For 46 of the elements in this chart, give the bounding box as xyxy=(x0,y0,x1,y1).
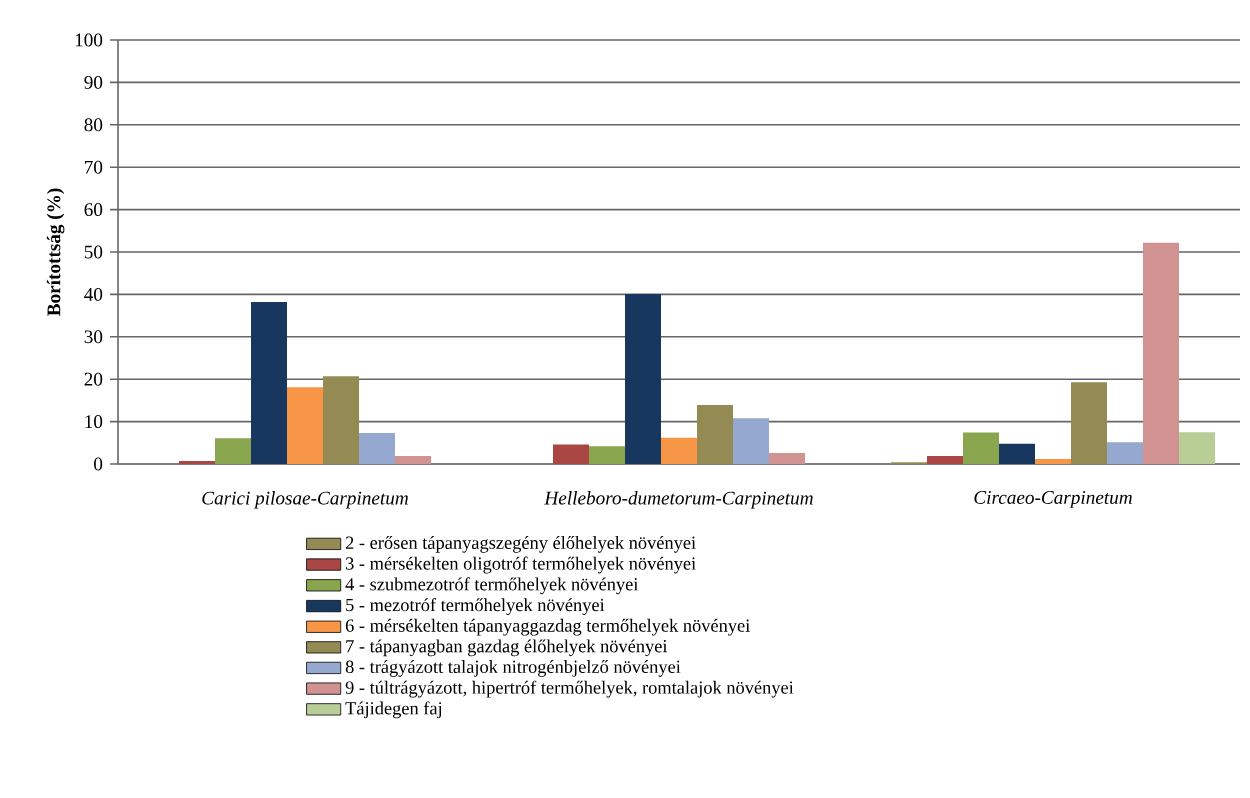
legend-label: 5 - mezotróf termőhelyek növényei xyxy=(346,598,605,616)
y-axis-title: Borítottság (%) xyxy=(46,188,65,316)
y-tick-label: 90 xyxy=(84,75,103,89)
y-tick-label: 50 xyxy=(84,245,103,259)
bar xyxy=(999,443,1035,464)
bar xyxy=(1143,242,1179,464)
bar xyxy=(1070,382,1107,464)
legend-label: 8 - trágyázott talajok nitrogénbjelző növényei xyxy=(345,660,681,677)
legend-label: 6 - mérsékelten tápanyaggazdag termőhelyek növényei xyxy=(345,618,750,636)
legend-label: 9 - túltrágyázott, hipertróf termőhelyek, romtalajok növényei xyxy=(345,680,794,698)
legend-label: Tájidegen faj xyxy=(345,701,442,719)
bar xyxy=(323,376,360,464)
y-tick-label: 20 xyxy=(84,372,103,386)
x-tick-label: Carici pilosae-Carpinetum xyxy=(202,491,408,509)
bar xyxy=(287,387,324,464)
bar xyxy=(697,405,733,464)
bar xyxy=(251,302,287,464)
bar xyxy=(927,455,963,464)
bar xyxy=(359,433,396,464)
bar xyxy=(553,444,589,464)
bar xyxy=(625,293,661,464)
bar xyxy=(963,432,999,464)
legend-label: 3 - mérsékelten oligotróf termőhelyek növényei xyxy=(345,556,696,574)
bar xyxy=(215,438,251,464)
bar xyxy=(661,437,697,464)
bar xyxy=(1107,442,1143,464)
legend-label: 2 - erősen tápanyagszegény élőhelyek növényei xyxy=(345,535,696,553)
bar xyxy=(733,418,769,464)
y-tick-label: 80 xyxy=(84,118,103,132)
x-tick-label: Helleboro-dumetorum-Carpinetum xyxy=(544,491,813,509)
legend-label: 7 - tápanyagban gazdag élőhelyek növényei xyxy=(346,639,668,657)
bar xyxy=(395,455,431,464)
y-tick-label: 30 xyxy=(84,330,103,344)
legend-label: 4 - szubmezotróf termőhelyek növényei xyxy=(345,577,639,595)
y-tick-label: 70 xyxy=(84,160,103,174)
y-tick-label: 100 xyxy=(75,33,103,47)
bar xyxy=(179,461,215,464)
y-tick-label: 60 xyxy=(84,203,103,217)
bar xyxy=(589,446,625,464)
bar xyxy=(1034,458,1071,464)
bar xyxy=(769,452,805,464)
y-tick-label: 40 xyxy=(84,287,103,301)
y-tick-label: 10 xyxy=(85,415,103,429)
bar xyxy=(1179,432,1215,464)
x-tick-label: Circaeo-Carpinetum xyxy=(974,491,1132,508)
y-tick-label: 0 xyxy=(94,457,103,471)
